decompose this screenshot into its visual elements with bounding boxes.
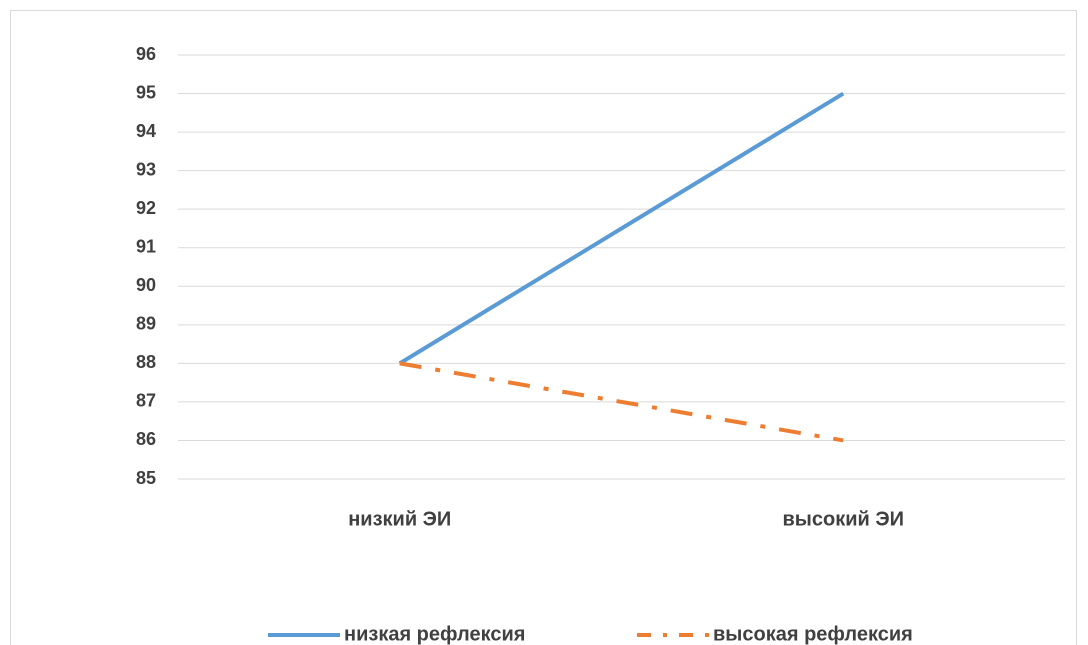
y-tick-label: 85 [136,468,156,488]
y-tick-label: 96 [136,44,156,64]
legend-label: низкая рефлексия [344,623,525,645]
y-tick-label: 94 [136,121,156,141]
series-line [399,361,844,443]
y-tick-label: 88 [136,352,156,372]
y-tick-label: 89 [136,314,156,334]
y-tick-label: 91 [136,236,156,256]
series-line [398,91,845,366]
y-tick-label: 95 [136,82,156,102]
legend-label: высокая рефлексия [713,623,913,645]
chart-border [10,10,1077,645]
x-tick-label: низкий ЭИ [348,508,451,530]
x-tick-label: высокий ЭИ [783,508,904,530]
y-tick-label: 92 [136,198,156,218]
y-tick-label: 87 [136,391,156,411]
y-tick-label: 93 [136,159,156,179]
y-tick-label: 90 [136,275,156,295]
y-tick-label: 86 [136,429,156,449]
